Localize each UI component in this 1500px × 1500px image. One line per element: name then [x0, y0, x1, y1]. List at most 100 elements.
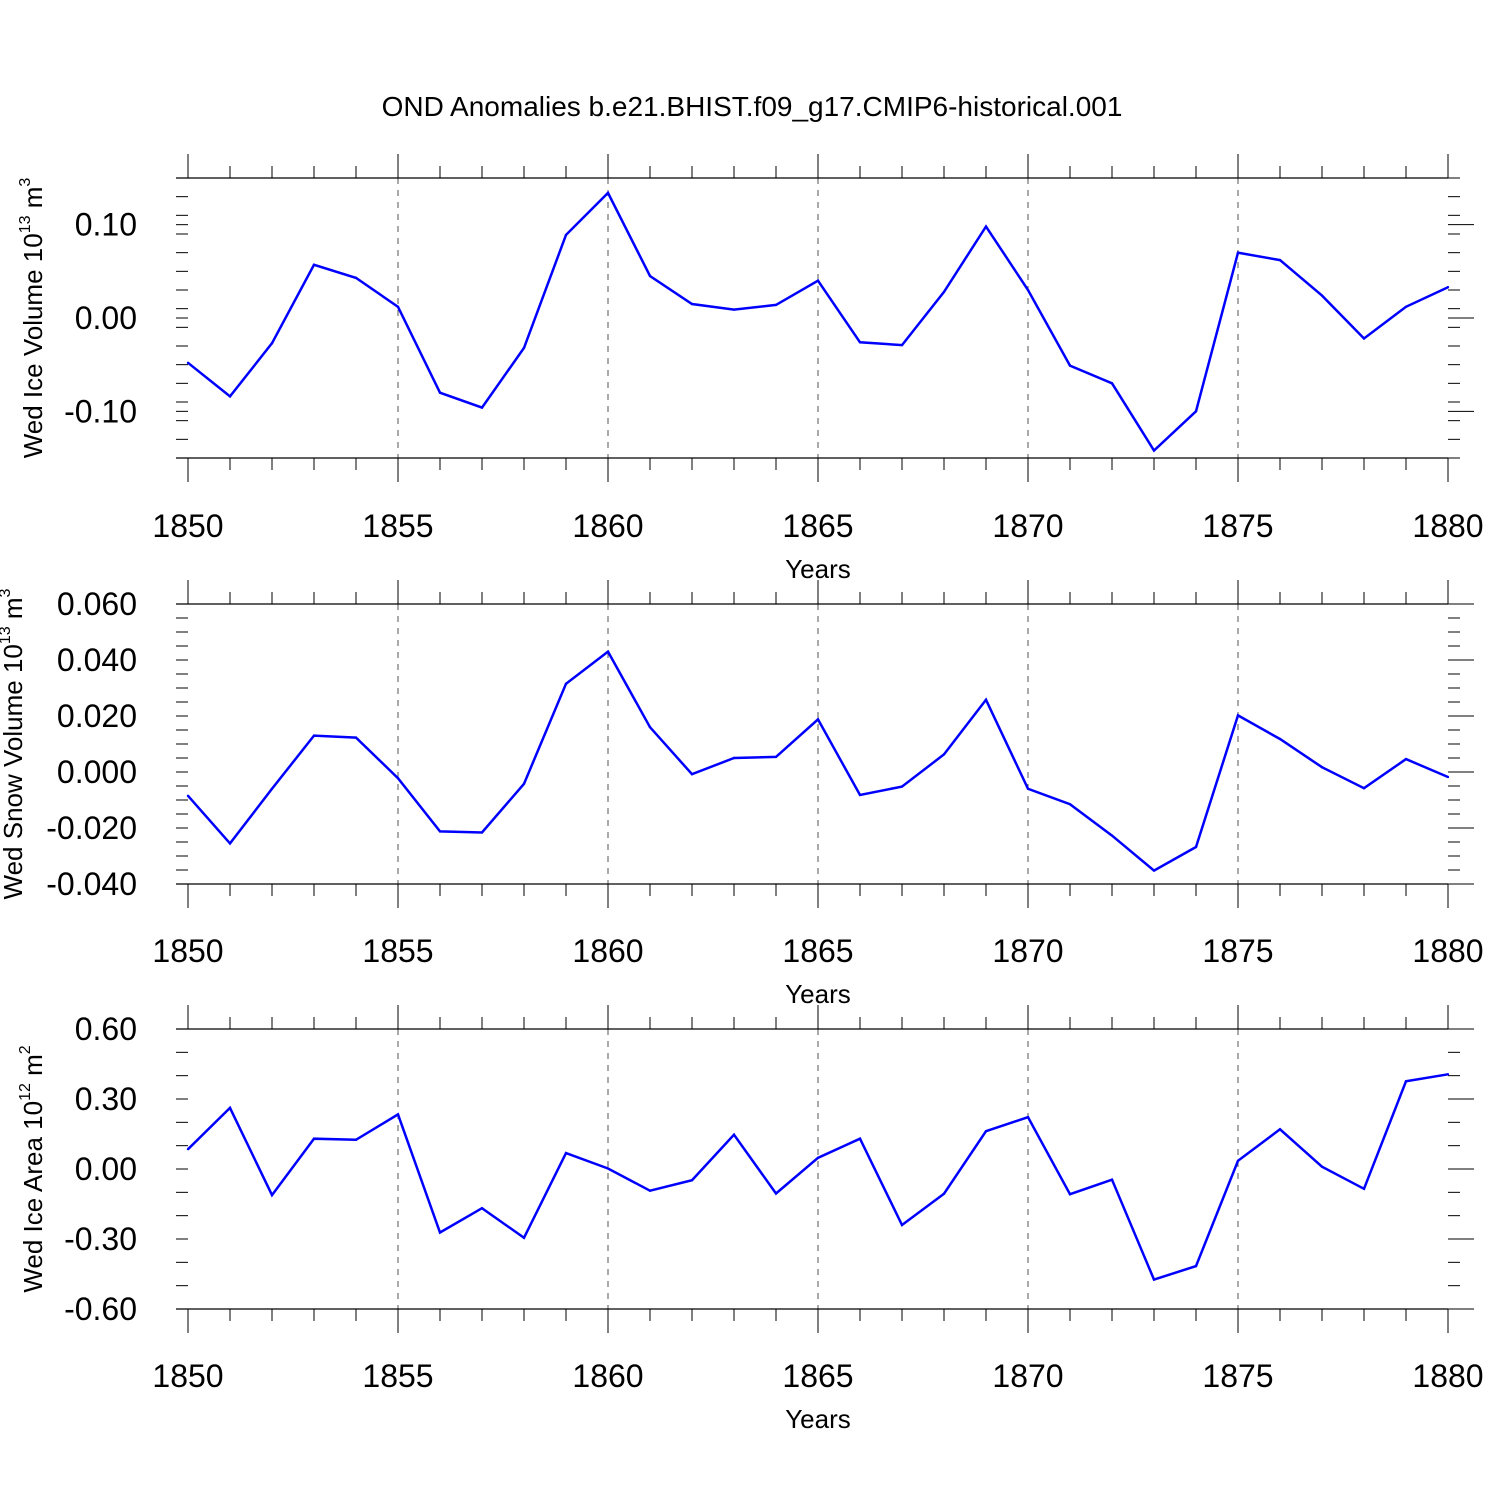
- y-tick-label: 0.040: [57, 642, 137, 678]
- data-point: [1194, 845, 1198, 849]
- data-point: [648, 274, 652, 278]
- data-point: [228, 395, 232, 398]
- x-tick-label: 1880: [1412, 1358, 1483, 1394]
- data-point: [1362, 337, 1366, 340]
- data-point: [984, 698, 988, 701]
- x-tick-label: 1855: [362, 933, 433, 969]
- data-point: [942, 1192, 946, 1195]
- data-point: [1110, 834, 1114, 837]
- y-tick-label: -0.020: [46, 810, 137, 846]
- y-tick-label: -0.30: [64, 1221, 137, 1257]
- data-point: [564, 1151, 568, 1155]
- y-tick-label: -0.10: [64, 393, 137, 429]
- data-point: [984, 225, 988, 228]
- y-tick-label: -0.60: [64, 1291, 137, 1327]
- data-point: [774, 1192, 778, 1195]
- y-axis-label-text: m: [18, 1054, 48, 1083]
- data-point: [480, 1207, 484, 1210]
- y-axis-label-text: Wed Ice Volume 10: [18, 233, 48, 458]
- data-point: [228, 1106, 232, 1110]
- y-axis-label-superscript: 13: [0, 626, 14, 644]
- data-point: [648, 726, 652, 729]
- data-point: [1026, 1116, 1030, 1119]
- x-tick-label: 1865: [782, 933, 853, 969]
- x-tick-label: 1850: [152, 1358, 223, 1394]
- data-point: [1404, 1080, 1408, 1083]
- data-point: [1320, 1165, 1324, 1168]
- x-tick-label: 1875: [1202, 933, 1273, 969]
- data-point: [354, 736, 358, 739]
- y-tick-label: 0.60: [75, 1011, 137, 1047]
- data-point: [564, 682, 568, 685]
- data-point: [270, 342, 274, 345]
- x-tick-label: 1860: [572, 508, 643, 544]
- data-point: [1068, 364, 1072, 367]
- x-tick-label: 1860: [572, 933, 643, 969]
- data-point: [1446, 1073, 1450, 1076]
- data-point: [186, 361, 190, 364]
- data-point: [438, 830, 442, 833]
- x-tick-label: 1855: [362, 1358, 433, 1394]
- x-axis-label: Years: [785, 554, 851, 584]
- data-point: [858, 1137, 862, 1140]
- data-point: [606, 650, 610, 653]
- data-point: [690, 773, 694, 776]
- x-tick-label: 1875: [1202, 1358, 1273, 1394]
- y-axis-label: Wed Ice Volume 1013 m3: [17, 178, 48, 459]
- data-point: [1446, 775, 1450, 779]
- data-point: [1446, 286, 1450, 289]
- data-point: [690, 1179, 694, 1182]
- data-point: [1152, 1278, 1156, 1281]
- data-point: [606, 1167, 610, 1170]
- data-point: [858, 341, 862, 344]
- data-point: [1152, 869, 1156, 872]
- data-point: [1110, 382, 1114, 385]
- data-point: [816, 1156, 820, 1160]
- x-tick-label: 1850: [152, 508, 223, 544]
- data-point: [900, 343, 904, 347]
- y-axis-label: Wed Ice Area 1012 m2: [17, 1045, 48, 1292]
- y-axis-label-text: m: [18, 187, 48, 216]
- data-point: [1404, 757, 1408, 761]
- data-point: [984, 1130, 988, 1133]
- x-tick-label: 1880: [1412, 508, 1483, 544]
- figure-title: OND Anomalies b.e21.BHIST.f09_g17.CMIP6-…: [382, 91, 1123, 122]
- data-point: [1320, 766, 1324, 769]
- chart-panels: 1850 1855 1860 1865 1870 1875 1880 Years 0.10 0.0…: [0, 154, 1484, 1434]
- data-point: [396, 305, 400, 308]
- data-point: [354, 1138, 358, 1142]
- x-tick-label: 1870: [992, 508, 1063, 544]
- data-point: [312, 263, 316, 266]
- data-point: [1068, 803, 1072, 806]
- data-point: [1320, 294, 1324, 297]
- data-point: [1236, 1159, 1240, 1163]
- data-point: [690, 302, 694, 306]
- y-axis-label-superscript: 2: [17, 1045, 34, 1054]
- x-tick-label: 1880: [1412, 933, 1483, 969]
- x-tick-label: 1855: [362, 508, 433, 544]
- y-axis-label-superscript: 3: [0, 588, 14, 597]
- data-point: [774, 755, 778, 759]
- data-point: [732, 756, 736, 760]
- data-point: [648, 1189, 652, 1192]
- y-tick-label: 0.020: [57, 698, 137, 734]
- data-point: [270, 787, 274, 790]
- data-point: [522, 1236, 526, 1240]
- data-point: [186, 794, 190, 797]
- data-point: [438, 1231, 442, 1234]
- data-point: [774, 303, 778, 307]
- data-point: [1110, 1178, 1114, 1181]
- data-point: [606, 191, 610, 195]
- y-axis-label-text: Wed Snow Volume 10: [0, 644, 28, 899]
- data-point: [858, 793, 862, 797]
- x-tick-label: 1860: [572, 1358, 643, 1394]
- y-tick-label: 0.10: [75, 207, 137, 243]
- y-tick-label: 0.000: [57, 754, 137, 790]
- x-tick-label: 1870: [992, 1358, 1063, 1394]
- y-axis-label: Wed Snow Volume 1013 m3: [0, 588, 28, 899]
- y-tick-label: 0.00: [75, 300, 137, 336]
- data-point: [732, 1133, 736, 1136]
- x-axis-label: Years: [785, 979, 851, 1009]
